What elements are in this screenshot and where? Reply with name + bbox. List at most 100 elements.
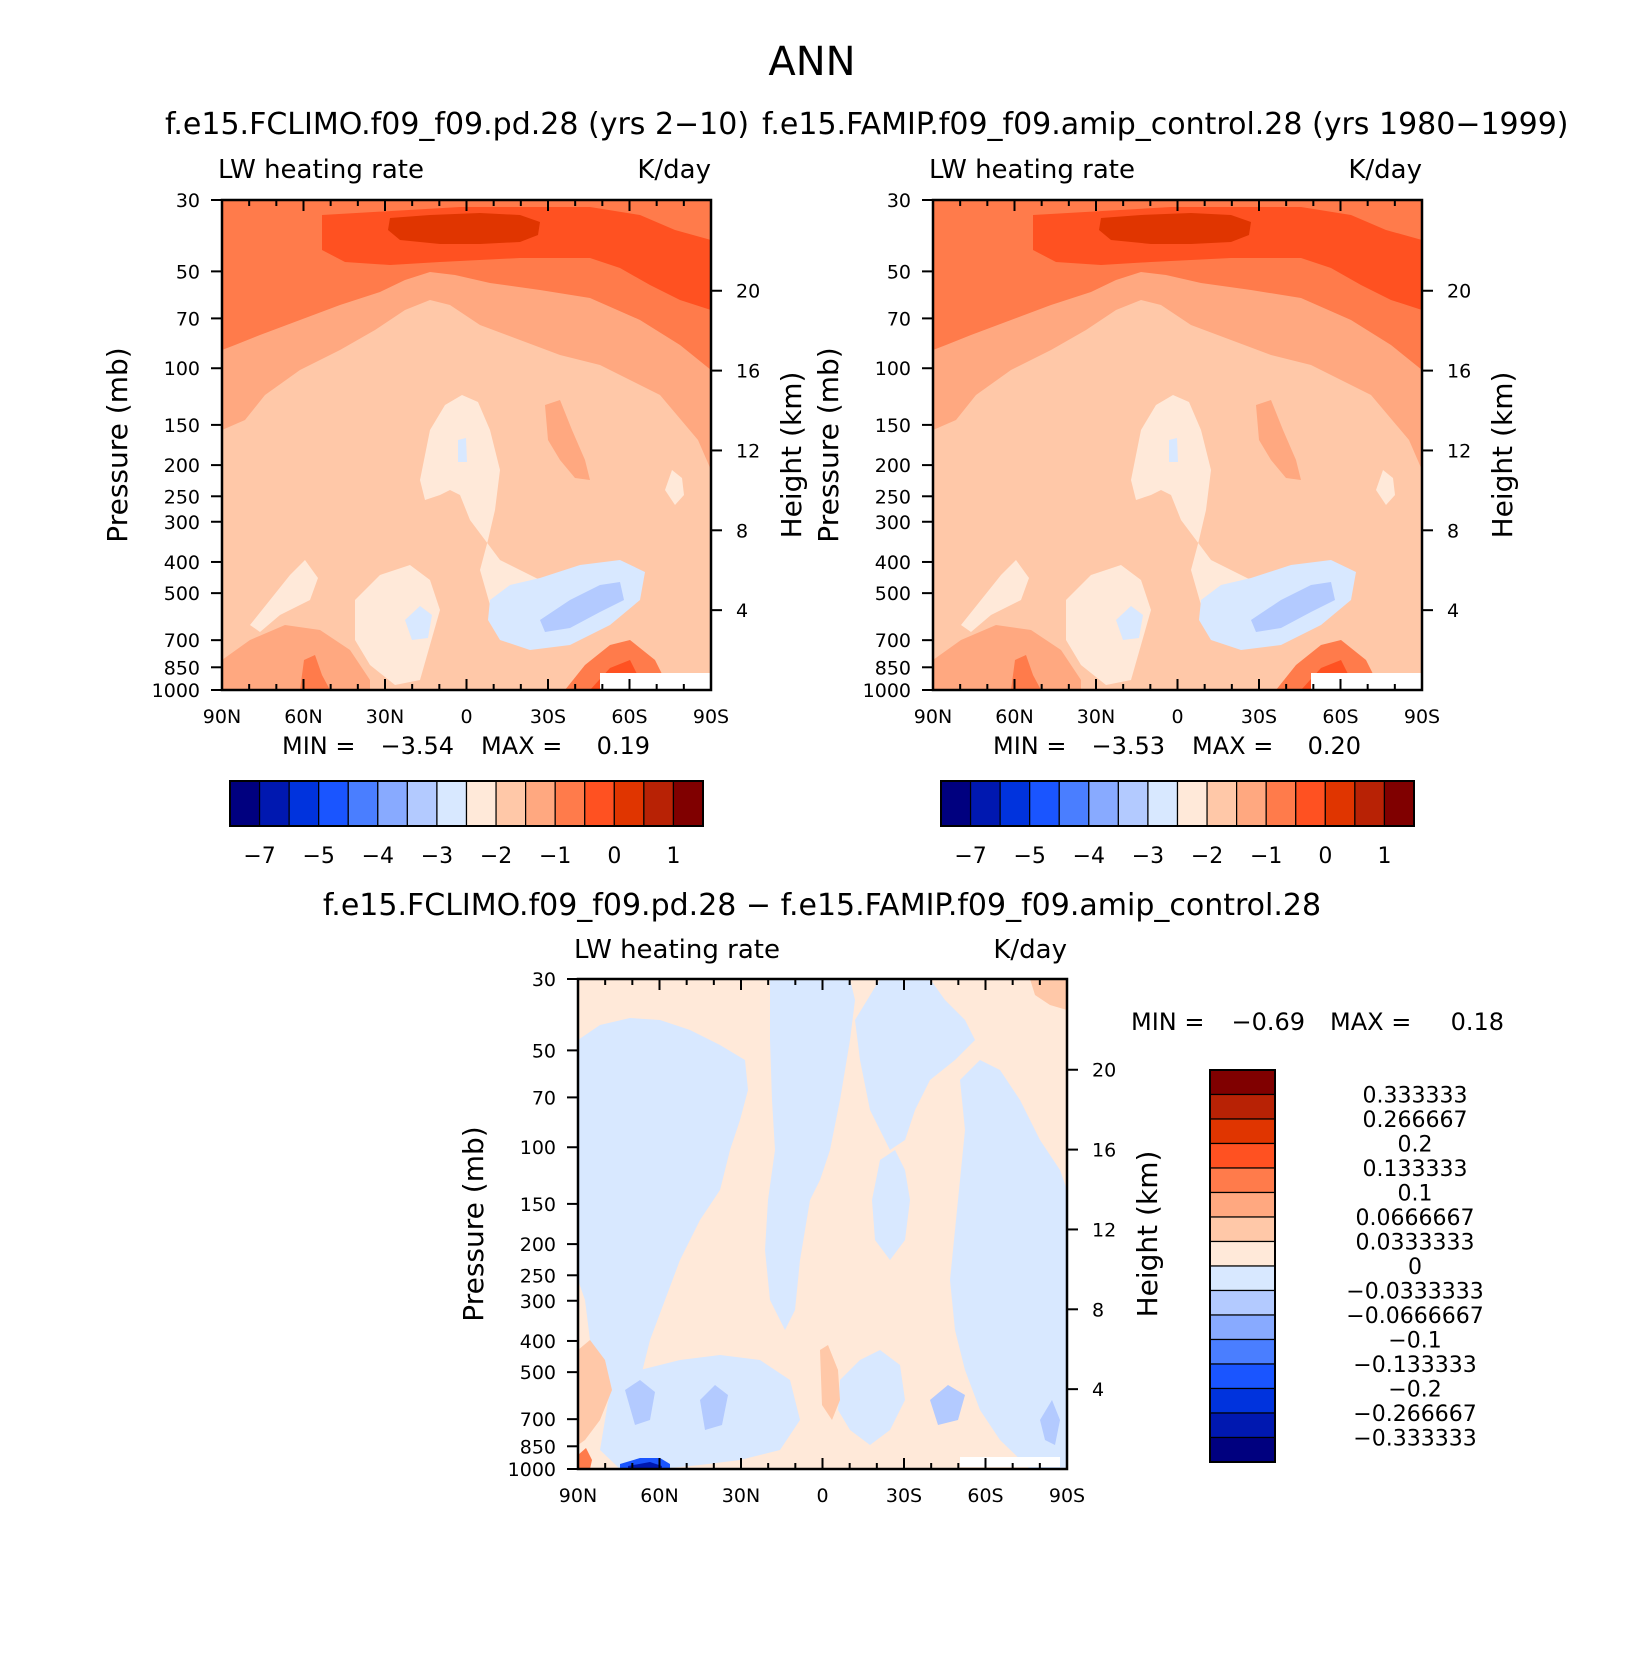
panel-amip-units-label: K/day [1348,155,1422,185]
pressure-tick-label: 70 [887,308,911,330]
colorbar-tick-label: −0.333333 [1353,1427,1476,1452]
colorbar-swatch [999,780,1031,827]
height-tick-label: 12 [1092,1219,1116,1241]
panel-climo-variable-label: LW heating rate [218,155,424,185]
panel-amip-max-label: MAX = [1192,732,1273,760]
pressure-tick-label: 250 [164,486,200,508]
pressure-tick-label: 850 [164,657,200,679]
colorbar-swatch [1209,1412,1276,1439]
contour-fill-minus-0.5-surface [300,655,330,690]
colorbar-tick-label: −0.0666667 [1346,1304,1483,1329]
height-axis-title: Height (km) [775,372,808,539]
pressure-tick-label: 500 [520,1362,556,1384]
panel-diff-min-value: −0.69 [1231,1008,1305,1036]
contour-fill-0.5 [388,213,540,244]
contour-fill-minus-2-east [665,470,684,505]
contour-fill-minus-1-surface [933,625,1081,690]
colorbar-swatch [1088,780,1119,827]
panel-diff-units-label: K/day [993,935,1067,965]
pressure-tick-label: 100 [164,358,200,380]
colorbar-swatch [969,780,1001,827]
contour-fill-minus-1-surface [222,625,370,690]
colorbar-swatch [1383,780,1415,827]
colorbar-swatch [1265,780,1297,827]
panel-amip-contour-field [933,200,1422,690]
colorbar-tick-label: 1 [1377,844,1391,869]
panel-climo-axes: 90N 60N 30N 0 30S 60S 90S 30 50 70 100 150 200 250 300… [101,190,808,728]
colorbar-swatch [258,780,290,827]
contour-fill-minus-1-ridge [1256,400,1301,480]
panel-amip-min-label: MIN = [993,732,1066,760]
x-tick-label: 60N [640,1485,678,1507]
colorbar-swatch [1354,780,1386,827]
colorbar-tick-label: −0.2 [1388,1378,1441,1403]
colorbar-tick-label: −2 [480,844,512,869]
x-tick-label: 30N [1077,706,1115,728]
colorbar-tick-label: −0.133333 [1353,1353,1476,1378]
colorbar-tick-label: 0 [1408,1255,1422,1280]
pressure-tick-label: 300 [164,512,200,534]
colorbar-swatch [613,780,645,827]
contour-fill-minus-3.5 [1251,582,1335,632]
colorbar-swatch [1209,1338,1276,1365]
contour-fill-minus-2.5-small [405,606,432,640]
colorbar-tick-label: −7 [243,844,275,869]
panel-climo-contour-field [222,200,711,690]
pressure-tick-label: 700 [875,630,911,652]
panel-climo-min-label: MIN = [282,732,355,760]
contour-fill-minus-2.5-small [1116,606,1143,640]
colorbar-swatch [940,780,972,827]
contour-fill-neg-0.066-boundary [1040,1400,1060,1445]
contour-fill-neg-0.066-center [700,1385,728,1430]
pressure-tick-label: 50 [887,261,911,283]
colorbar-tick-label: −4 [362,844,394,869]
colorbar-tick-label: −0.1 [1388,1329,1441,1354]
height-tick-label: 4 [1447,600,1459,622]
colorbar-swatch [672,780,704,827]
panel-amip: f.e15.FAMIP.f09_f09.amip_control.28 (yrs… [762,107,1569,869]
panel-diff-max-value: 0.18 [1451,1008,1504,1036]
pressure-axis-title: Pressure (mb) [812,347,845,542]
contour-fill-minus-2-east [1376,470,1395,505]
x-tick-label: 90S [1049,1485,1085,1507]
colorbar-swatch [436,780,468,827]
colorbar-frame [1209,1069,1276,1463]
height-tick-label: 16 [1092,1140,1116,1162]
colorbar-swatch [465,780,497,827]
height-axis-title: Height (km) [1486,372,1519,539]
colorbar-tick-label: −5 [1013,844,1045,869]
pressure-tick-label: 70 [532,1087,556,1109]
colorbar-swatch [1209,1093,1276,1120]
height-tick-label: 8 [1447,520,1459,542]
pressure-tick-label: 150 [520,1194,556,1216]
colorbar-swatch [1209,1069,1276,1096]
contour-fill-minus-2-lower [355,565,440,685]
x-tick-label: 90S [693,706,729,728]
colorbar-swatch [347,780,379,827]
contour-fill-neg-mid-column [872,1150,910,1260]
contour-fill-pos-west-boundary [578,1340,612,1445]
panel-climo-colorbar: −7 −5 −4 −3 −2 −1 0 1 [229,780,704,869]
contour-fill-minus-2.5-strip [1169,438,1178,462]
colorbar-tick-label: 0.2 [1398,1133,1433,1158]
pressure-tick-label: 1000 [152,680,200,702]
colorbar-tick-label: −3 [1132,844,1164,869]
height-tick-label: 16 [1447,361,1471,383]
colorbar-tick-label: −4 [1073,844,1105,869]
x-tick-label: 90N [914,706,952,728]
missing-data-region [1311,673,1422,690]
pressure-tick-label: 150 [164,415,200,437]
pressure-tick-label: 150 [875,415,911,437]
panel-climo-min-value: −3.54 [380,732,454,760]
pressure-tick-label: 400 [875,552,911,574]
height-tick-label: 4 [1092,1379,1104,1401]
x-tick-label: 30S [1241,706,1277,728]
colorbar-swatch [1209,1167,1276,1194]
height-tick-label: 8 [736,520,748,542]
colorbar-swatch [229,780,261,827]
colorbar-frame [229,780,704,827]
contour-fill-minus-2-west [250,560,318,632]
contour-fill-minus-2-west [961,560,1029,632]
pressure-tick-label: 1000 [863,680,911,702]
colorbar-swatch [1209,1191,1276,1218]
